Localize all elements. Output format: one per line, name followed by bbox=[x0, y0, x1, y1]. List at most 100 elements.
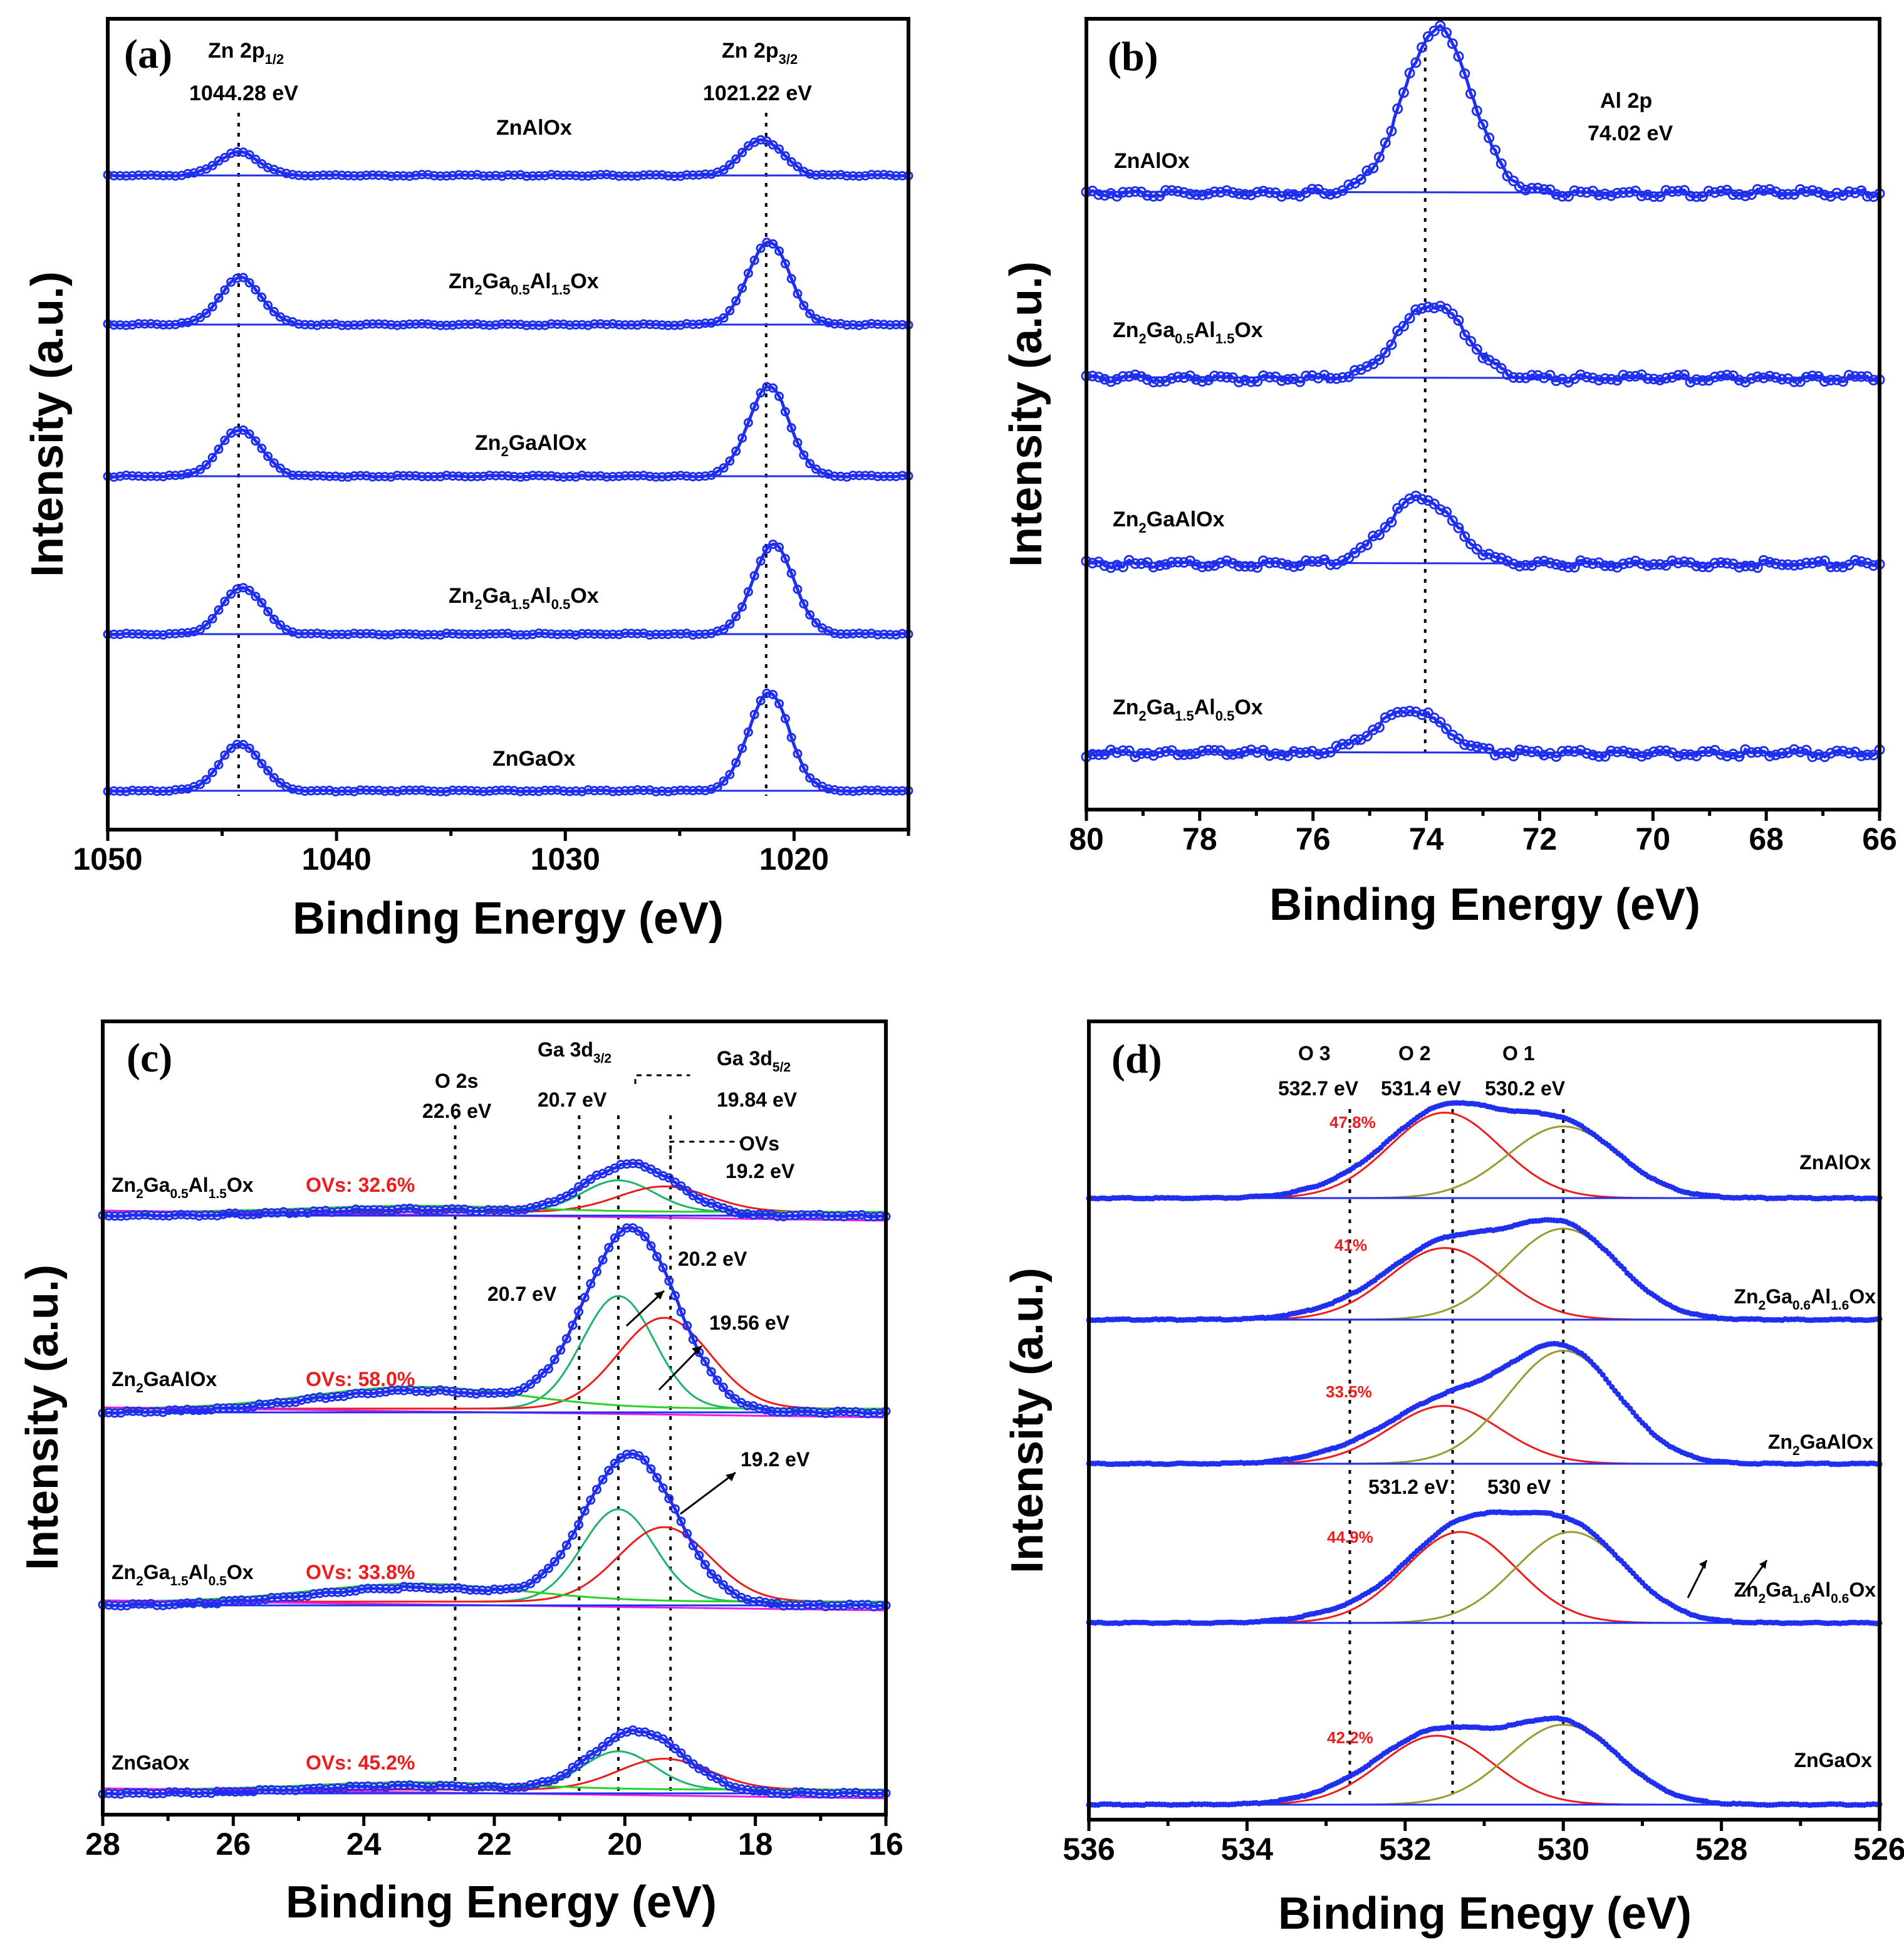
panel-a-series-0-point bbox=[331, 170, 341, 180]
panel-b-series-2-point bbox=[1257, 555, 1269, 566]
panel-a-series-4-point bbox=[866, 786, 877, 796]
panel-b-series-0-point bbox=[1465, 88, 1476, 99]
panel-a-series-2-point bbox=[152, 471, 162, 481]
panel-c-series-0-point bbox=[441, 1204, 451, 1214]
panel-c-series-2-point bbox=[284, 1592, 294, 1602]
panel-c-series-0-point bbox=[827, 1211, 836, 1221]
panel-c-series-0-point bbox=[803, 1210, 813, 1220]
panel-a-series-3-point bbox=[608, 629, 618, 639]
panel-a-series-3-point bbox=[688, 630, 698, 640]
panel-a-series-0-point bbox=[614, 171, 624, 181]
panel-d-series-3-point bbox=[1375, 1583, 1381, 1590]
panel-c-series-0-point bbox=[146, 1210, 156, 1220]
panel-c-series-3-point bbox=[574, 1760, 584, 1770]
panel-b-series-1-point bbox=[1435, 301, 1446, 311]
panel-b-series-0-point bbox=[1197, 189, 1208, 201]
panel-b-series-1-point bbox=[1172, 372, 1183, 383]
panel-a-series-1-point bbox=[805, 309, 815, 318]
panel-b-series-1-point bbox=[1477, 352, 1489, 363]
panel-a-series-4-point bbox=[553, 785, 563, 795]
panel-b-series-0-point bbox=[1600, 189, 1611, 199]
panel-b-svg: 80 78 76 74 72 70 68 66 (b) Al 2p 74.02 eV ZnAl… bbox=[1001, 17, 1897, 930]
panel-d-series-3-point bbox=[1399, 1562, 1405, 1568]
panel-a-series-3-point bbox=[663, 630, 674, 639]
panel-a-letter: (a) bbox=[124, 31, 172, 77]
panel-b-series-3-point bbox=[1569, 746, 1580, 757]
panel-d-o2-label: O 2 bbox=[1398, 1042, 1431, 1065]
panel-a-series-0-point bbox=[805, 169, 815, 179]
panel-a-series-4-point bbox=[232, 739, 242, 749]
panel-c-series-1-point bbox=[676, 1307, 686, 1317]
panel-b-series-0-point bbox=[1355, 174, 1366, 185]
panel-c-series-2-point bbox=[791, 1600, 801, 1610]
panel-b-series-0-point bbox=[1453, 51, 1464, 62]
panel-c-series-3-point bbox=[333, 1783, 343, 1793]
panel-a-series-2-point bbox=[201, 460, 211, 470]
panel-d-series-3-point bbox=[1624, 1564, 1630, 1570]
panel-b-series-2-point bbox=[1746, 560, 1757, 571]
panel-a-series-0-point bbox=[288, 170, 298, 180]
panel-c-series-2-point bbox=[682, 1529, 692, 1538]
panel-a-series-4-point bbox=[700, 786, 710, 796]
panel-a-series-4-point bbox=[337, 786, 347, 796]
panel-c-o2s-value: 22.6 eV bbox=[422, 1100, 492, 1122]
panel-b-series-0-point bbox=[1105, 188, 1116, 199]
panel-c-series-1-point bbox=[556, 1345, 566, 1355]
panel-d-pct: 44.9% bbox=[1327, 1528, 1373, 1546]
panel-d-series-0-point bbox=[1393, 1131, 1399, 1137]
panel-b-series-2-point bbox=[1313, 556, 1324, 567]
panel-c-series-2-point bbox=[273, 1593, 283, 1603]
panel-b-series-1-point bbox=[1551, 375, 1562, 387]
panel-c-series-0-point bbox=[284, 1209, 294, 1218]
panel-c-series-2-point bbox=[435, 1584, 445, 1594]
panel-a-series-2-point bbox=[183, 469, 193, 479]
panel-a-series-label: Zn2Ga1.5Al0.5Ox bbox=[449, 584, 599, 612]
panel-c-o2s-label: O 2s bbox=[435, 1070, 478, 1092]
panel-c-series-3-point bbox=[273, 1785, 283, 1795]
panel-c-series-1-point bbox=[369, 1389, 379, 1399]
panel-b-series-1-point bbox=[1758, 372, 1769, 383]
panel-a-series-3-point bbox=[731, 612, 741, 622]
panel-b-series-3-point bbox=[1551, 751, 1562, 762]
panel-b-series-3-point bbox=[1825, 748, 1836, 759]
panel-b-series-2-point bbox=[1691, 560, 1702, 571]
panel-d-series-2-point bbox=[1588, 1358, 1594, 1365]
panel-c-series-1-point bbox=[351, 1389, 361, 1399]
panel-a-series-2-point bbox=[220, 435, 230, 446]
panel-a-series-1-point bbox=[220, 285, 230, 295]
panel-c-series-0-point bbox=[749, 1210, 758, 1220]
panel-b-series-2-point bbox=[1306, 556, 1318, 567]
panel-a-series-0-point bbox=[651, 170, 661, 180]
panel-d-series-2-point bbox=[1609, 1384, 1615, 1390]
panel-d-series-2-point bbox=[1624, 1402, 1630, 1408]
panel-a-series-0-point bbox=[337, 170, 347, 180]
panel-b-series-3-point bbox=[1197, 746, 1208, 756]
panel-a-series-4-point bbox=[731, 758, 741, 768]
panel-b-series-3-point bbox=[1404, 706, 1415, 717]
panel-c-series-3-point bbox=[345, 1781, 355, 1791]
panel-b-series-1-point bbox=[1197, 376, 1208, 387]
panel-c-series-1-point bbox=[399, 1385, 409, 1395]
panel-a-series-1-point bbox=[608, 319, 618, 329]
panel-b-series-2-point bbox=[1288, 561, 1299, 572]
panel-a-series-1-point bbox=[337, 320, 347, 330]
panel-c-letter: (c) bbox=[127, 1035, 172, 1081]
panel-a-series-2-point bbox=[725, 456, 735, 466]
panel-b-series-3-point bbox=[1697, 746, 1709, 757]
panel-a-series-0-point bbox=[596, 170, 605, 180]
panel-d-series-2-point bbox=[1584, 1355, 1591, 1362]
panel-c-series-3-point bbox=[863, 1788, 873, 1798]
panel-b-series-3-point bbox=[1593, 751, 1605, 762]
panel-c-series-2-point bbox=[200, 1598, 210, 1609]
panel-b-series-2-point bbox=[1673, 558, 1684, 568]
panel-d-series-2-point bbox=[1615, 1391, 1621, 1397]
panel-b-series-3-point bbox=[1465, 740, 1476, 751]
panel-c-series-0-point bbox=[664, 1173, 674, 1183]
panel-b-series-0-point bbox=[1459, 68, 1470, 80]
panel-c-series-3-point bbox=[375, 1781, 385, 1791]
panel-c-series-2-point bbox=[291, 1592, 301, 1602]
panel-c-series-0-point bbox=[496, 1205, 506, 1215]
panel-a-series-3-point bbox=[380, 630, 390, 640]
panel-a-series-0-point bbox=[885, 170, 895, 180]
panel-c-series-2-point bbox=[242, 1596, 252, 1606]
